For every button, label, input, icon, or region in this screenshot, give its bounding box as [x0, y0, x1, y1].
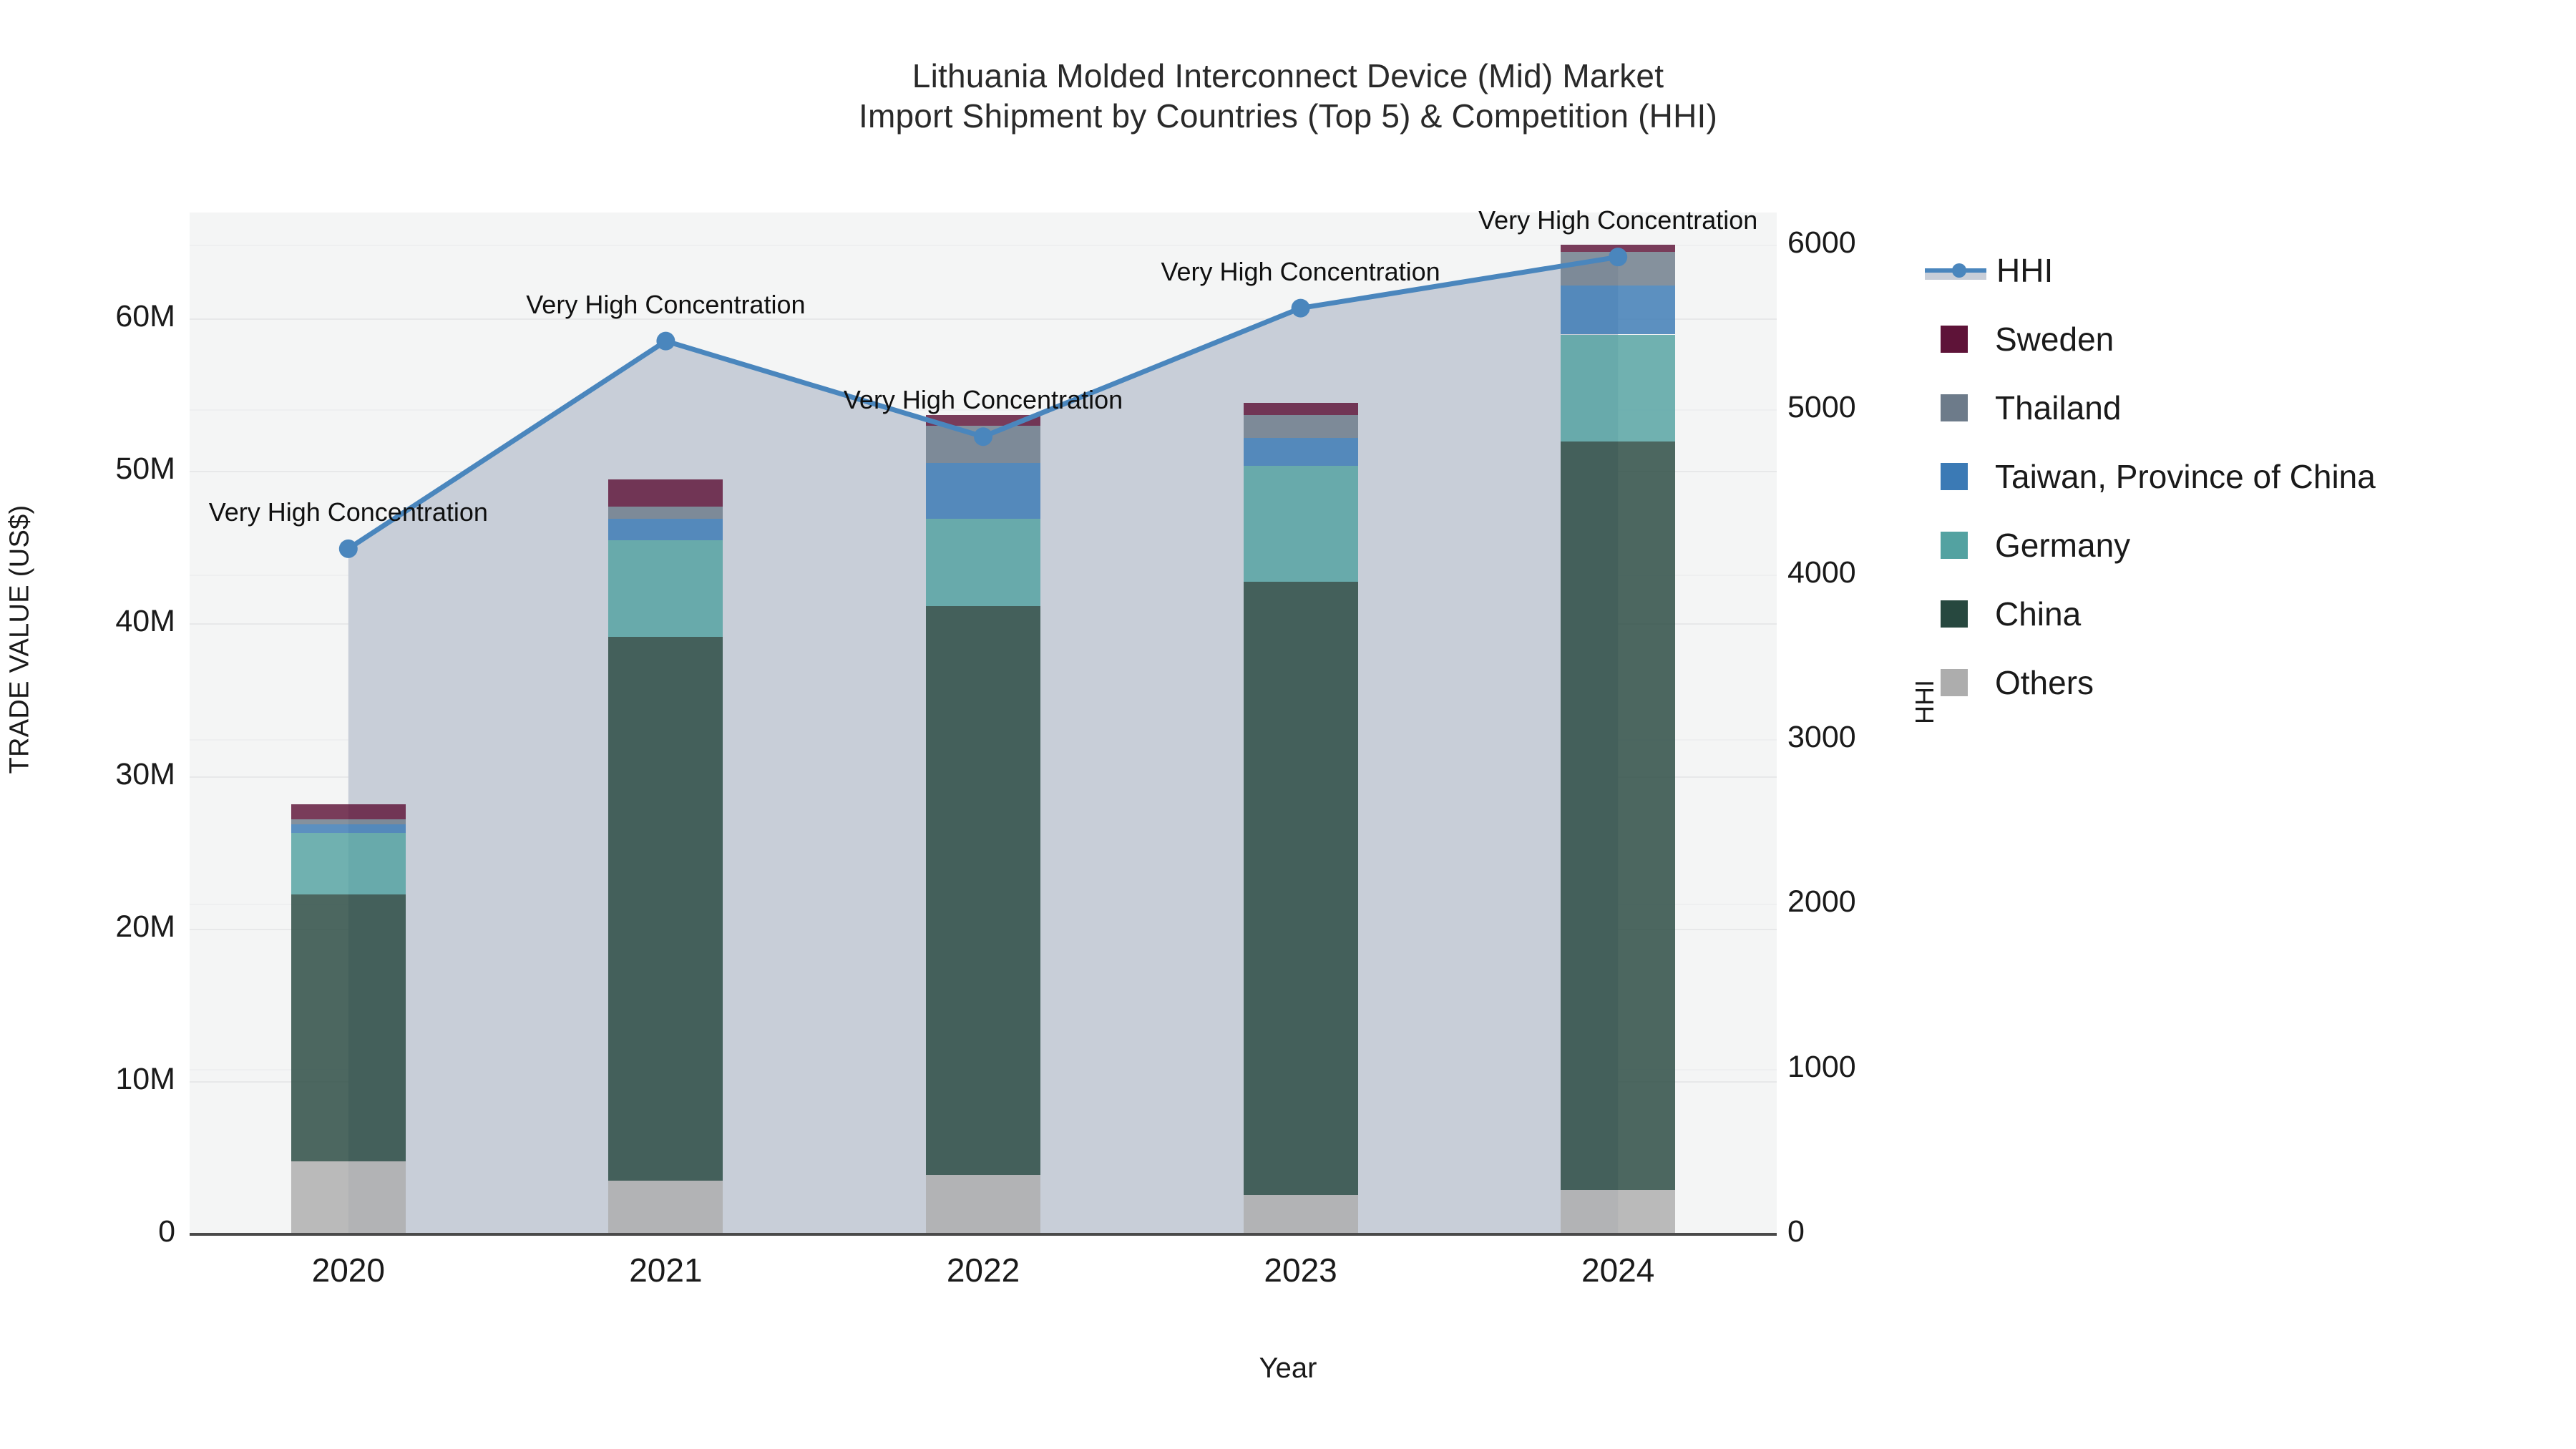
y-axis-left-title: TRADE VALUE (US$) — [4, 504, 35, 774]
bar-segment-taiwan-province-of-china[interactable] — [1561, 286, 1676, 335]
y-tick-left: 30M — [115, 756, 175, 791]
annotation-2021: Very High Concentration — [526, 289, 806, 319]
legend-item-taiwan-province-of-china[interactable]: Taiwan, Province of China — [1925, 442, 2555, 511]
bar-segment-thailand[interactable] — [291, 819, 406, 824]
bar-segment-others[interactable] — [1561, 1190, 1676, 1234]
bar-segment-china[interactable] — [1561, 441, 1676, 1191]
x-axis-title: Year — [1259, 1352, 1317, 1384]
bar-segment-taiwan-province-of-china[interactable] — [926, 462, 1040, 519]
bar-segment-others[interactable] — [1243, 1194, 1358, 1234]
annotation-2022: Very High Concentration — [843, 385, 1123, 415]
bar-group-2021[interactable] — [608, 213, 723, 1234]
bar-segment-others[interactable] — [926, 1174, 1040, 1234]
bar-group-2023[interactable] — [1243, 213, 1358, 1234]
x-tick-2020: 2020 — [311, 1252, 385, 1289]
legend-item-sweden[interactable]: Sweden — [1925, 305, 2555, 374]
legend-item-label: HHI — [1996, 252, 2054, 289]
gridline-minor — [190, 409, 1777, 411]
chart-legend: HHI Sweden Thailand Taiwan, Province of Chi… — [1925, 236, 2555, 717]
hhi-point-2024[interactable] — [1609, 248, 1628, 267]
y-tick-right: 4000 — [1787, 555, 1856, 590]
legend-swatch-icon — [1941, 463, 1968, 490]
legend-item-others[interactable]: Others — [1925, 648, 2555, 717]
y-tick-left: 20M — [115, 909, 175, 944]
plot-area — [190, 213, 1777, 1234]
legend-swatch-icon — [1941, 600, 1968, 628]
annotation-2020: Very High Concentration — [208, 497, 488, 527]
x-axis-line — [190, 1233, 1777, 1236]
gridline-major — [190, 318, 1777, 321]
bar-group-2022[interactable] — [926, 213, 1040, 1234]
bar-segment-germany[interactable] — [608, 540, 723, 637]
gridline-minor — [190, 245, 1777, 247]
hhi-point-2023[interactable] — [1291, 298, 1310, 318]
bar-group-2024[interactable] — [1561, 213, 1676, 1234]
y-tick-right: 5000 — [1787, 390, 1856, 425]
bar-segment-germany[interactable] — [291, 833, 406, 894]
y-tick-right: 1000 — [1787, 1049, 1856, 1084]
bar-segment-sweden[interactable] — [291, 804, 406, 820]
bar-segment-china[interactable] — [608, 636, 723, 1181]
bar-segment-taiwan-province-of-china[interactable] — [1243, 438, 1358, 466]
x-tick-2022: 2022 — [946, 1252, 1020, 1289]
bar-segment-thailand[interactable] — [608, 507, 723, 519]
legend-swatch-icon — [1941, 394, 1968, 421]
legend-item-germany[interactable]: Germany — [1925, 511, 2555, 580]
chart-title: Lithuania Molded Interconnect Device (Mi… — [0, 56, 2576, 136]
legend-item-china[interactable]: China — [1925, 580, 2555, 648]
y-tick-left: 10M — [115, 1061, 175, 1096]
bar-segment-china[interactable] — [291, 894, 406, 1161]
legend-item-label: Taiwan, Province of China — [1995, 458, 2376, 495]
legend-swatch-icon — [1941, 532, 1968, 559]
hhi-line-icon — [1925, 257, 1986, 284]
bar-segment-germany[interactable] — [926, 519, 1040, 606]
legend-item-thailand[interactable]: Thailand — [1925, 374, 2555, 442]
legend-item-label: Others — [1995, 664, 2094, 701]
legend-item-label: Thailand — [1995, 389, 2122, 426]
bar-segment-china[interactable] — [926, 605, 1040, 1175]
bar-segment-sweden[interactable] — [1243, 403, 1358, 416]
legend-item-label: China — [1995, 595, 2082, 633]
plot-inner — [190, 213, 1777, 1234]
hhi-marker-icon — [1952, 263, 1966, 278]
x-tick-2024: 2024 — [1581, 1252, 1655, 1289]
hhi-point-2020[interactable] — [338, 539, 358, 558]
y-tick-right: 0 — [1787, 1214, 1805, 1249]
bar-segment-thailand[interactable] — [1243, 415, 1358, 439]
bar-segment-taiwan-province-of-china[interactable] — [608, 519, 723, 541]
annotation-2024: Very High Concentration — [1478, 205, 1758, 235]
bar-segment-germany[interactable] — [1243, 465, 1358, 582]
legend-swatch-icon — [1941, 326, 1968, 353]
bar-segment-taiwan-province-of-china[interactable] — [291, 824, 406, 834]
legend-item-hhi[interactable]: HHI — [1925, 236, 2555, 305]
legend-item-label: Sweden — [1995, 321, 2114, 358]
bar-group-2020[interactable] — [291, 213, 406, 1234]
x-tick-2023: 2023 — [1264, 1252, 1337, 1289]
bar-segment-others[interactable] — [291, 1161, 406, 1234]
y-tick-left: 0 — [158, 1214, 175, 1249]
y-tick-left: 60M — [115, 299, 175, 334]
annotation-2023: Very High Concentration — [1161, 256, 1440, 286]
legend-swatch-icon — [1941, 669, 1968, 696]
hhi-line-series — [338, 248, 1628, 558]
legend-item-label: Germany — [1995, 527, 2131, 564]
y-tick-left: 50M — [115, 452, 175, 487]
bar-segment-germany[interactable] — [1561, 334, 1676, 441]
chart-title-line-1: Lithuania Molded Interconnect Device (Mi… — [912, 57, 1664, 94]
y-tick-right: 3000 — [1787, 720, 1856, 755]
hhi-point-2022[interactable] — [974, 427, 992, 447]
bar-segment-china[interactable] — [1243, 581, 1358, 1195]
hhi-point-2021[interactable] — [656, 331, 675, 351]
y-tick-right: 6000 — [1787, 225, 1856, 260]
x-tick-2021: 2021 — [629, 1252, 703, 1289]
bar-segment-others[interactable] — [608, 1181, 723, 1234]
y-tick-left: 40M — [115, 604, 175, 639]
bar-segment-sweden[interactable] — [608, 479, 723, 507]
y-tick-right: 2000 — [1787, 884, 1856, 919]
chart-title-line-2: Import Shipment by Countries (Top 5) & C… — [859, 97, 1717, 135]
